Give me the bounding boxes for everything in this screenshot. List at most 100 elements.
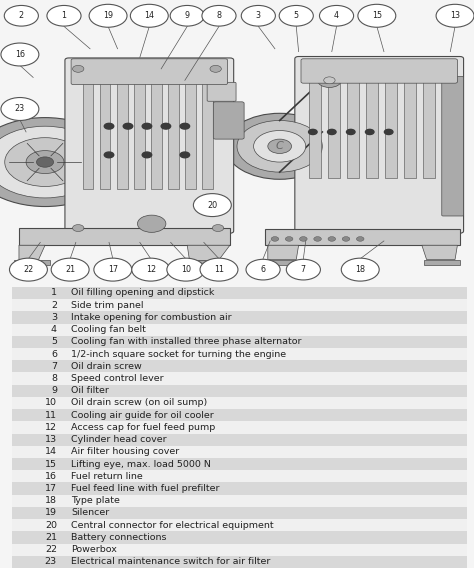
Circle shape (212, 224, 224, 232)
Circle shape (137, 215, 166, 232)
Text: Oil filling opening and dipstick: Oil filling opening and dipstick (71, 289, 214, 298)
Circle shape (104, 152, 114, 158)
Text: 11: 11 (214, 265, 224, 274)
Text: 22: 22 (45, 545, 57, 554)
FancyBboxPatch shape (83, 74, 93, 189)
Text: 14: 14 (144, 11, 155, 20)
Circle shape (384, 130, 393, 135)
FancyBboxPatch shape (263, 260, 299, 265)
Circle shape (94, 258, 132, 281)
FancyBboxPatch shape (12, 397, 467, 409)
Circle shape (36, 157, 54, 167)
Text: 4: 4 (334, 11, 339, 20)
FancyBboxPatch shape (12, 421, 467, 433)
FancyBboxPatch shape (65, 58, 234, 233)
Text: Fuel return line: Fuel return line (71, 472, 143, 481)
FancyBboxPatch shape (347, 74, 359, 178)
Circle shape (89, 5, 127, 27)
Text: 11: 11 (45, 411, 57, 420)
FancyBboxPatch shape (12, 556, 467, 568)
Circle shape (73, 65, 84, 72)
FancyBboxPatch shape (134, 74, 145, 189)
Text: C: C (276, 141, 283, 151)
FancyBboxPatch shape (12, 385, 467, 397)
FancyBboxPatch shape (14, 260, 50, 265)
Text: 9: 9 (185, 11, 190, 20)
Text: Electrical maintenance switch for air filter: Electrical maintenance switch for air fi… (71, 557, 271, 566)
FancyBboxPatch shape (185, 74, 196, 189)
Text: Central connector for electrical equipment: Central connector for electrical equipme… (71, 521, 273, 530)
Text: 23: 23 (15, 105, 25, 114)
Circle shape (0, 118, 118, 207)
Circle shape (193, 194, 231, 216)
Text: 6: 6 (261, 265, 265, 274)
Circle shape (254, 131, 306, 162)
Text: 5: 5 (294, 11, 299, 20)
Text: Powerbox: Powerbox (71, 545, 117, 554)
Text: 4: 4 (51, 325, 57, 334)
Text: 12: 12 (146, 265, 156, 274)
Text: Cooling fan belt: Cooling fan belt (71, 325, 146, 334)
FancyBboxPatch shape (207, 82, 236, 101)
Circle shape (210, 65, 221, 72)
Circle shape (180, 152, 190, 158)
Circle shape (26, 151, 64, 174)
Circle shape (200, 258, 238, 281)
Text: 12: 12 (45, 423, 57, 432)
Circle shape (142, 152, 152, 158)
FancyBboxPatch shape (12, 519, 467, 531)
FancyBboxPatch shape (19, 228, 230, 245)
Circle shape (51, 258, 89, 281)
Circle shape (4, 6, 38, 26)
Text: 7: 7 (301, 265, 306, 274)
FancyBboxPatch shape (366, 74, 378, 178)
Circle shape (436, 5, 474, 27)
Text: 1: 1 (51, 289, 57, 298)
Text: Intake opening for combustion air: Intake opening for combustion air (71, 313, 232, 322)
Circle shape (309, 130, 317, 135)
FancyBboxPatch shape (168, 74, 179, 189)
FancyBboxPatch shape (12, 544, 467, 556)
Circle shape (279, 6, 313, 26)
Text: 17: 17 (108, 265, 118, 274)
Text: Cylinder head cover: Cylinder head cover (71, 435, 167, 444)
Circle shape (170, 6, 204, 26)
Circle shape (318, 73, 341, 87)
Polygon shape (187, 245, 230, 261)
Circle shape (328, 130, 336, 135)
Text: Cooling air guide for oil cooler: Cooling air guide for oil cooler (71, 411, 214, 420)
Polygon shape (422, 245, 457, 260)
Text: 16: 16 (15, 50, 25, 59)
Text: 21: 21 (65, 265, 75, 274)
Text: Side trim panel: Side trim panel (71, 300, 144, 310)
Text: 2: 2 (19, 11, 24, 20)
Text: 20: 20 (45, 521, 57, 530)
Text: 15: 15 (45, 460, 57, 469)
FancyBboxPatch shape (404, 74, 416, 178)
FancyBboxPatch shape (442, 77, 464, 216)
Text: 18: 18 (45, 496, 57, 506)
Text: 20: 20 (207, 201, 218, 210)
Text: 3: 3 (51, 313, 57, 322)
Text: 22: 22 (23, 265, 34, 274)
Text: 19: 19 (103, 11, 113, 20)
Text: 1: 1 (62, 11, 66, 20)
Text: 18: 18 (355, 265, 365, 274)
Circle shape (130, 5, 168, 27)
Circle shape (286, 260, 320, 280)
Text: Type plate: Type plate (71, 496, 120, 506)
Circle shape (237, 120, 322, 172)
FancyBboxPatch shape (12, 324, 467, 336)
FancyBboxPatch shape (117, 74, 128, 189)
FancyBboxPatch shape (295, 56, 464, 233)
FancyBboxPatch shape (12, 299, 467, 311)
Circle shape (180, 123, 190, 129)
Text: Oil drain screw (on oil sump): Oil drain screw (on oil sump) (71, 399, 207, 407)
Text: 15: 15 (372, 11, 382, 20)
FancyBboxPatch shape (12, 495, 467, 507)
Circle shape (342, 237, 350, 241)
FancyBboxPatch shape (151, 74, 162, 189)
FancyBboxPatch shape (309, 74, 321, 178)
Circle shape (123, 123, 133, 129)
Text: 23: 23 (45, 557, 57, 566)
